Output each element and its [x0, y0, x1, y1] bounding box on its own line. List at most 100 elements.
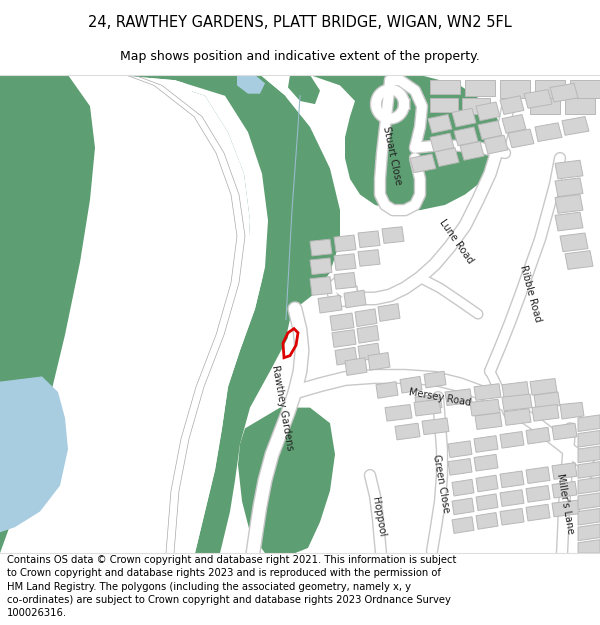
Polygon shape	[526, 504, 550, 521]
Text: Map shows position and indicative extent of the property.: Map shows position and indicative extent…	[120, 50, 480, 62]
Polygon shape	[288, 75, 320, 104]
Polygon shape	[535, 80, 565, 98]
Text: Mersey Road: Mersey Road	[408, 387, 472, 408]
Polygon shape	[368, 352, 390, 370]
Polygon shape	[476, 102, 500, 121]
Polygon shape	[470, 399, 500, 416]
Polygon shape	[335, 348, 357, 365]
Polygon shape	[115, 75, 315, 553]
Polygon shape	[357, 326, 379, 343]
Polygon shape	[530, 98, 560, 114]
Polygon shape	[578, 415, 600, 431]
Polygon shape	[578, 539, 600, 553]
Polygon shape	[552, 500, 580, 517]
Polygon shape	[334, 272, 356, 289]
Polygon shape	[526, 467, 550, 484]
Polygon shape	[382, 227, 404, 243]
Polygon shape	[414, 399, 441, 416]
Polygon shape	[474, 436, 498, 452]
Polygon shape	[534, 392, 560, 409]
Polygon shape	[565, 98, 595, 114]
Polygon shape	[355, 309, 377, 326]
Text: Contains OS data © Crown copyright and database right 2021. This information is : Contains OS data © Crown copyright and d…	[7, 555, 457, 618]
Polygon shape	[552, 462, 577, 479]
Polygon shape	[500, 490, 524, 506]
Polygon shape	[358, 231, 380, 248]
Polygon shape	[500, 471, 524, 488]
Polygon shape	[474, 384, 501, 401]
Polygon shape	[452, 498, 474, 514]
Polygon shape	[415, 394, 442, 411]
Polygon shape	[555, 213, 583, 231]
Polygon shape	[508, 129, 534, 148]
Polygon shape	[578, 478, 600, 494]
Polygon shape	[430, 80, 460, 94]
Polygon shape	[555, 160, 583, 179]
Polygon shape	[310, 258, 332, 274]
Polygon shape	[550, 83, 578, 102]
Polygon shape	[345, 357, 367, 376]
Polygon shape	[0, 75, 95, 553]
Polygon shape	[578, 431, 600, 447]
Polygon shape	[552, 423, 577, 440]
Polygon shape	[500, 431, 524, 448]
Text: Lune Road: Lune Road	[437, 217, 475, 265]
Polygon shape	[502, 394, 532, 411]
Polygon shape	[462, 98, 490, 114]
Polygon shape	[524, 89, 552, 108]
Polygon shape	[175, 75, 340, 309]
Polygon shape	[555, 194, 583, 213]
Polygon shape	[560, 402, 584, 419]
Polygon shape	[334, 235, 356, 252]
Polygon shape	[0, 376, 68, 532]
Polygon shape	[478, 121, 502, 139]
Polygon shape	[395, 423, 420, 440]
Polygon shape	[400, 376, 422, 393]
Polygon shape	[445, 389, 472, 406]
Polygon shape	[318, 296, 342, 313]
Polygon shape	[452, 108, 476, 127]
Polygon shape	[334, 254, 356, 271]
Text: 24, RAWTHEY GARDENS, PLATT BRIDGE, WIGAN, WN2 5FL: 24, RAWTHEY GARDENS, PLATT BRIDGE, WIGAN…	[88, 15, 512, 30]
Polygon shape	[552, 481, 577, 498]
Polygon shape	[287, 293, 345, 366]
Polygon shape	[378, 304, 400, 321]
Polygon shape	[500, 508, 524, 525]
Text: Rawthey Gardens: Rawthey Gardens	[269, 364, 295, 451]
Polygon shape	[476, 512, 498, 529]
Polygon shape	[424, 371, 446, 388]
Polygon shape	[562, 117, 589, 135]
Polygon shape	[535, 122, 562, 141]
Polygon shape	[532, 404, 559, 421]
Polygon shape	[385, 404, 412, 421]
Polygon shape	[422, 418, 449, 434]
Polygon shape	[330, 313, 354, 331]
Text: Ribble Road: Ribble Road	[518, 264, 542, 323]
Polygon shape	[526, 486, 550, 502]
Polygon shape	[310, 277, 332, 296]
Polygon shape	[238, 408, 335, 553]
Polygon shape	[475, 412, 502, 429]
Text: Miller's Lane: Miller's Lane	[555, 472, 575, 534]
Polygon shape	[410, 154, 436, 173]
Polygon shape	[344, 290, 366, 308]
Polygon shape	[530, 379, 557, 395]
Polygon shape	[526, 428, 550, 444]
Polygon shape	[435, 148, 459, 166]
Polygon shape	[502, 114, 526, 133]
Polygon shape	[358, 343, 380, 361]
Polygon shape	[484, 135, 508, 154]
Polygon shape	[578, 524, 600, 541]
Polygon shape	[430, 133, 454, 152]
Polygon shape	[454, 127, 478, 146]
Polygon shape	[560, 233, 588, 252]
Polygon shape	[310, 239, 332, 256]
Polygon shape	[237, 75, 265, 94]
Polygon shape	[105, 75, 250, 553]
Polygon shape	[474, 454, 498, 471]
Polygon shape	[448, 459, 472, 475]
Text: Stuart Close: Stuart Close	[381, 126, 403, 186]
Polygon shape	[358, 249, 380, 266]
Polygon shape	[428, 114, 452, 133]
Text: Hoppool: Hoppool	[370, 496, 386, 538]
